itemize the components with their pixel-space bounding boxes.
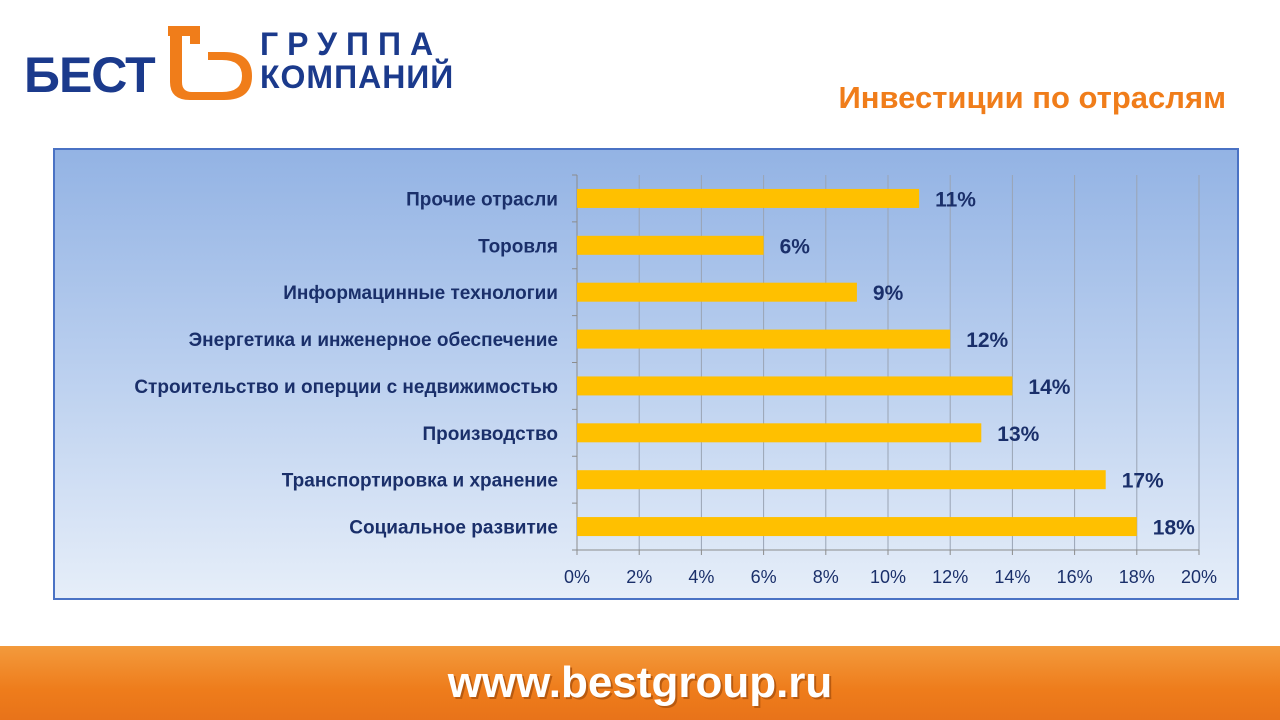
bar-chart: 0% 2% 4% 6% 8% 10% 12% 14% 16% 18% 20% Прочие отрас…	[134, 174, 1217, 587]
chart-panel: 0% 2% 4% 6% 8% 10% 12% 14% 16% 18% 20% Прочие отрас…	[53, 148, 1239, 600]
x-tick-label: 12%	[932, 567, 968, 587]
logo-mark-icon	[168, 26, 252, 100]
logo-line-companies: КОМПАНИЙ	[260, 59, 455, 95]
x-tick-label: 10%	[870, 567, 906, 587]
category-label: Торовля	[478, 236, 558, 257]
bar	[577, 188, 920, 208]
x-tick-label: 14%	[994, 567, 1030, 587]
x-tick-label: 6%	[751, 567, 777, 587]
footer-bar: www.bestgroup.ru	[0, 646, 1280, 720]
category-label: Производство	[423, 424, 559, 445]
bar	[577, 376, 1013, 396]
category-label: Строительство и оперции с недвижимостью	[134, 377, 558, 398]
bar	[577, 423, 982, 443]
x-tick-label: 8%	[813, 567, 839, 587]
bar	[577, 329, 951, 349]
data-label: 11%	[935, 188, 976, 211]
category-label: Социальное развитие	[349, 518, 558, 539]
x-tick-label: 0%	[564, 567, 590, 587]
x-tick-label: 18%	[1119, 567, 1155, 587]
x-tick-label: 16%	[1057, 567, 1093, 587]
data-label: 13%	[997, 423, 1039, 446]
data-label: 17%	[1122, 470, 1164, 493]
x-tick-label: 2%	[626, 567, 652, 587]
bar	[577, 470, 1106, 490]
category-label: Информацинные технологии	[283, 283, 558, 304]
bar	[577, 235, 764, 255]
category-label: Энергетика и инженерное обеспечение	[189, 330, 558, 351]
data-label: 18%	[1153, 517, 1195, 540]
logo-line-group: ГРУППА	[260, 26, 443, 62]
data-label: 12%	[966, 329, 1008, 352]
data-label: 9%	[873, 282, 904, 305]
footer-url-link[interactable]: www.bestgroup.ru	[447, 658, 833, 707]
bar	[577, 517, 1137, 537]
category-label: Прочие отрасли	[406, 189, 558, 210]
logo-brand-text: БЕСТ	[24, 47, 156, 103]
company-logo: БЕСТ ГРУППА КОМПАНИЙ	[22, 18, 492, 103]
bar	[577, 282, 857, 302]
x-tick-label: 20%	[1181, 567, 1217, 587]
data-label: 14%	[1028, 376, 1070, 399]
x-tick-label: 4%	[688, 567, 714, 587]
data-label: 6%	[780, 235, 811, 258]
category-label: Транспортировка и хранение	[282, 471, 558, 492]
slide-title: Инвестиции по отраслям	[838, 80, 1227, 115]
